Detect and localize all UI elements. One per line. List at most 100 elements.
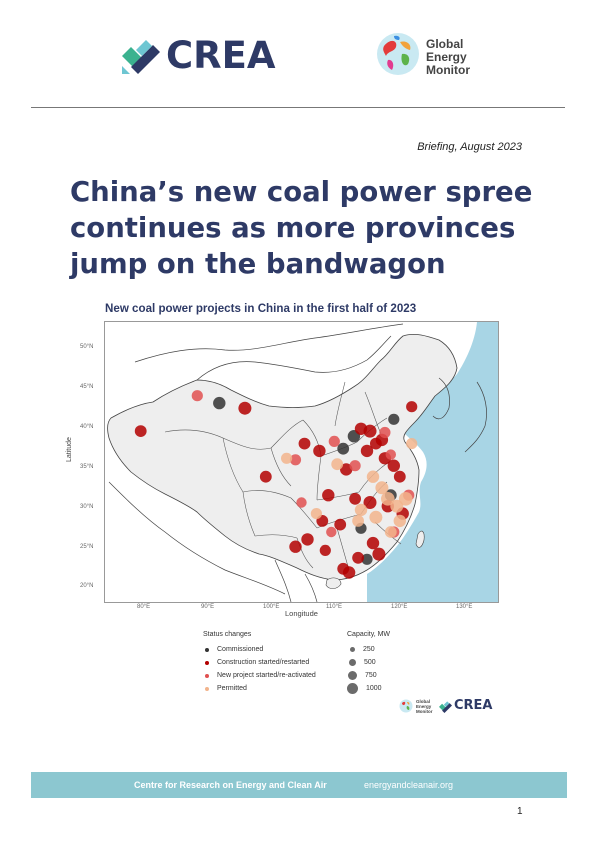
project-marker-construction-started-restarted-22 bbox=[301, 533, 314, 546]
y-tick-35: 35°N bbox=[80, 464, 94, 470]
capacity-legend-title: Capacity, MW bbox=[347, 631, 391, 638]
legend-swatch bbox=[205, 660, 209, 665]
y-tick-40: 40°N bbox=[80, 424, 94, 430]
project-marker-new-project-started-re-activated-7 bbox=[326, 526, 337, 538]
china-map bbox=[104, 321, 499, 603]
header-divider bbox=[31, 107, 565, 108]
southasia-border bbox=[108, 481, 286, 595]
legend-item-construction: Construction started/restarted bbox=[203, 656, 316, 669]
status-legend: Status changes Commissioned Construction… bbox=[203, 631, 316, 695]
crea-mark-icon bbox=[439, 701, 452, 713]
project-marker-permitted-6 bbox=[390, 499, 404, 513]
crea-mark-icon bbox=[122, 40, 160, 74]
x-tick-80: 80°E bbox=[137, 604, 151, 610]
footer-website-link[interactable]: energyandcleanair.org bbox=[364, 780, 454, 790]
project-marker-construction-started-restarted-24 bbox=[372, 547, 386, 561]
project-marker-permitted-10 bbox=[384, 526, 397, 538]
project-marker-construction-started-restarted-4 bbox=[313, 444, 326, 458]
project-marker-permitted-2 bbox=[366, 470, 380, 483]
russia-border bbox=[134, 323, 404, 363]
gem-logo: Global Energy Monitor bbox=[376, 30, 496, 82]
gem-wordmark: Global Energy Monitor bbox=[426, 37, 470, 77]
figure-title: New coal power projects in China in the … bbox=[105, 302, 417, 315]
legend-item-1000: 1000 bbox=[347, 682, 390, 695]
project-marker-new-project-started-re-activated-8 bbox=[296, 497, 307, 508]
page-title: China’s new coal power spree continues a… bbox=[70, 176, 533, 280]
capacity-bubble bbox=[349, 659, 356, 666]
y-tick-45: 45°N bbox=[80, 384, 94, 390]
project-marker-construction-started-restarted-14 bbox=[340, 463, 353, 476]
briefing-date: Briefing, August 2023 bbox=[417, 141, 522, 153]
project-marker-construction-started-restarted-13 bbox=[393, 470, 406, 483]
project-marker-permitted-0 bbox=[281, 452, 293, 464]
mini-gem-wordmark: Global Energy Monitor bbox=[416, 699, 433, 714]
project-marker-new-project-started-re-activated-2 bbox=[328, 435, 340, 447]
x-tick-90: 90°E bbox=[201, 604, 215, 610]
project-marker-commissioned-0 bbox=[213, 396, 226, 410]
project-marker-construction-started-restarted-0 bbox=[238, 401, 252, 415]
project-marker-new-project-started-re-activated-0 bbox=[191, 390, 203, 402]
project-marker-permitted-7 bbox=[354, 503, 368, 517]
figure-source-logos: Global Energy Monitor CREA bbox=[399, 697, 509, 717]
footer-organization: Centre for Research on Energy and Clean … bbox=[134, 780, 327, 790]
legend-swatch bbox=[205, 673, 209, 678]
page-number: 1 bbox=[517, 806, 523, 817]
x-tick-110: 110°E bbox=[326, 604, 342, 610]
capacity-bubble bbox=[348, 671, 357, 680]
project-marker-construction-started-restarted-27 bbox=[342, 566, 356, 579]
project-marker-construction-started-restarted-7 bbox=[360, 444, 374, 458]
project-marker-new-project-started-re-activated-1 bbox=[289, 454, 302, 466]
capacity-legend: Capacity, MW 250 500 750 1000 bbox=[347, 631, 390, 695]
project-marker-permitted-8 bbox=[369, 510, 383, 524]
project-marker-new-project-started-re-activated-4 bbox=[385, 449, 396, 460]
project-marker-construction-started-restarted-28 bbox=[289, 540, 302, 553]
legend-item-500: 500 bbox=[347, 656, 390, 669]
mongolia-border bbox=[196, 335, 392, 381]
y-axis-label: Latitude bbox=[66, 437, 73, 462]
status-legend-title: Status changes bbox=[203, 631, 252, 638]
x-tick-130: 130°E bbox=[456, 604, 473, 610]
project-marker-permitted-11 bbox=[352, 515, 364, 527]
project-marker-permitted-12 bbox=[310, 508, 322, 520]
project-marker-permitted-13 bbox=[406, 438, 418, 450]
map-canvas bbox=[107, 322, 498, 602]
legend-item-750: 750 bbox=[347, 669, 390, 682]
legend-item-permitted: Permitted bbox=[203, 682, 316, 695]
project-marker-commissioned-2 bbox=[388, 413, 400, 425]
globe-icon bbox=[377, 33, 419, 75]
y-tick-25: 25°N bbox=[80, 544, 94, 550]
y-tick-20: 20°N bbox=[80, 583, 94, 589]
province-borders bbox=[164, 381, 402, 571]
x-tick-120: 120°E bbox=[391, 604, 408, 610]
project-marker-construction-started-restarted-17 bbox=[363, 496, 377, 509]
crea-wordmark: CREA bbox=[166, 34, 276, 77]
taiwan-island bbox=[415, 530, 425, 548]
capacity-bubble bbox=[350, 647, 355, 652]
project-marker-construction-started-restarted-29 bbox=[319, 544, 331, 556]
project-marker-permitted-3 bbox=[375, 481, 389, 495]
legend-item-commissioned: Commissioned bbox=[203, 643, 316, 656]
project-markers bbox=[134, 390, 418, 579]
x-axis-label: Longitude bbox=[285, 609, 318, 618]
globe-icon bbox=[399, 699, 413, 713]
mini-crea-wordmark: CREA bbox=[454, 698, 493, 713]
project-marker-construction-started-restarted-21 bbox=[334, 518, 347, 531]
legend-swatch bbox=[205, 647, 209, 652]
japan-outline bbox=[464, 381, 487, 453]
project-marker-permitted-4 bbox=[381, 492, 395, 506]
y-tick-30: 30°N bbox=[80, 504, 94, 510]
legend-swatch bbox=[205, 686, 209, 691]
project-marker-construction-started-restarted-3 bbox=[298, 437, 311, 450]
project-marker-construction-started-restarted-2 bbox=[259, 470, 272, 483]
project-marker-construction-started-restarted-12 bbox=[387, 459, 400, 472]
project-marker-permitted-1 bbox=[331, 458, 344, 471]
legend-item-250: 250 bbox=[347, 643, 390, 656]
korea-border bbox=[432, 377, 450, 420]
legend-item-new-project: New project started/re-activated bbox=[203, 669, 316, 682]
capacity-bubble bbox=[347, 683, 358, 694]
x-tick-100: 100°E bbox=[263, 604, 280, 610]
project-marker-construction-started-restarted-1 bbox=[134, 425, 147, 437]
project-marker-commissioned-6 bbox=[361, 553, 373, 565]
project-marker-construction-started-restarted-16 bbox=[349, 492, 361, 505]
project-marker-construction-started-restarted-10 bbox=[406, 401, 418, 413]
